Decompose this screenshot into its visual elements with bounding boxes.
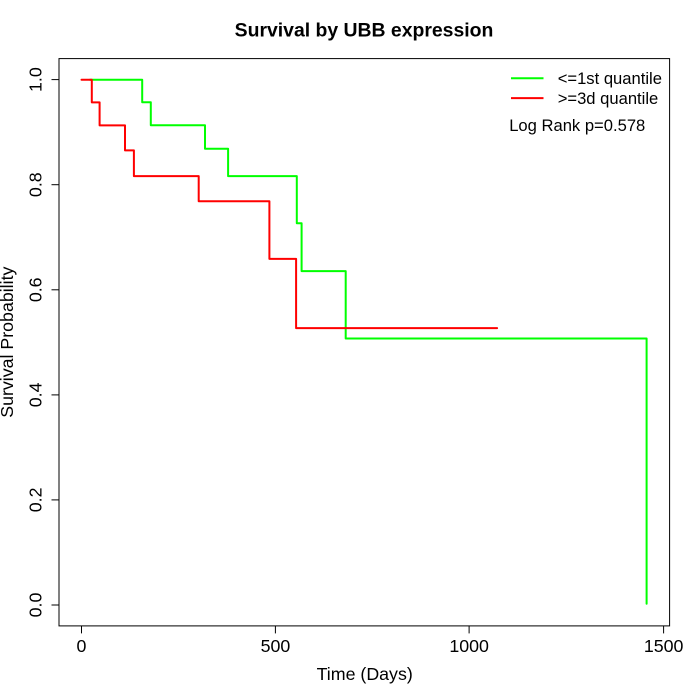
svg-text:Survival Probability: Survival Probability [0, 266, 17, 417]
svg-text:0.4: 0.4 [25, 382, 45, 407]
svg-text:0.0: 0.0 [25, 593, 45, 618]
svg-text:500: 500 [261, 636, 291, 656]
svg-text:Time (Days): Time (Days) [317, 664, 413, 684]
svg-text:0.2: 0.2 [25, 488, 45, 513]
svg-text:0.8: 0.8 [25, 172, 45, 197]
svg-text:0.6: 0.6 [25, 277, 45, 302]
svg-text:Log Rank p=0.578: Log Rank p=0.578 [509, 116, 645, 135]
svg-text:>=3d quantile: >=3d quantile [558, 89, 659, 108]
svg-text:1000: 1000 [449, 636, 489, 656]
svg-text:0: 0 [77, 636, 87, 656]
svg-text:Survival by UBB expression: Survival by UBB expression [235, 20, 494, 42]
svg-text:1.0: 1.0 [25, 67, 45, 92]
svg-text:<=1st quantile: <=1st quantile [558, 69, 662, 88]
svg-text:1500: 1500 [644, 636, 684, 656]
